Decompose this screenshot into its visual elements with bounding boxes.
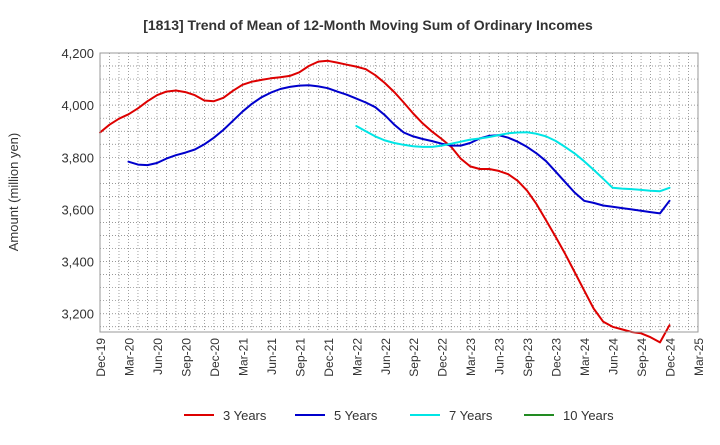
x-tick-label: Jun-21	[265, 338, 279, 375]
legend-label-7-years: 7 Years	[449, 408, 493, 423]
y-tick-label: 3,800	[61, 150, 94, 165]
y-tick-label: 4,000	[61, 98, 94, 113]
x-tick-label: Sep-24	[635, 338, 649, 377]
x-tick-label: Jun-24	[607, 338, 621, 375]
x-tick-label: Dec-21	[322, 338, 336, 377]
legend-label-10-years: 10 Years	[563, 408, 614, 423]
x-tick-label: Sep-20	[179, 338, 193, 377]
x-tick-label: Dec-23	[550, 338, 564, 377]
x-tick-label: Mar-25	[692, 338, 706, 376]
x-tick-label: Mar-20	[122, 338, 136, 376]
x-tick-label: Mar-24	[578, 338, 592, 376]
x-axis: Dec-19 Mar-20 Jun-20 Sep-20 Dec-20 Mar-21 Jun-…	[94, 338, 706, 377]
x-tick-label: Sep-22	[407, 338, 421, 377]
plot-frame	[99, 52, 699, 333]
x-tick-label: Mar-21	[236, 338, 250, 376]
x-tick-label: Mar-22	[350, 338, 364, 376]
plot-area	[100, 53, 698, 332]
grid	[100, 53, 698, 332]
series-group	[99, 59, 671, 344]
x-tick-label: Dec-24	[664, 338, 678, 377]
y-tick-label: 3,200	[61, 307, 94, 322]
x-tick-label: Jun-20	[151, 338, 165, 375]
x-tick-label: Dec-19	[94, 338, 108, 377]
series-line-7-years	[355, 125, 671, 193]
x-tick-label: Jun-23	[493, 338, 507, 375]
chart-title: [1813] Trend of Mean of 12-Month Moving …	[143, 17, 593, 33]
legend-label-3-years: 3 Years	[223, 408, 267, 423]
x-tick-label: Sep-23	[521, 338, 535, 377]
x-tick-label: Jun-22	[379, 338, 393, 375]
y-axis-label: Amount (million yen)	[6, 133, 21, 252]
x-tick-label: Dec-20	[208, 338, 222, 377]
legend-label-5-years: 5 Years	[334, 408, 378, 423]
y-tick-label: 4,200	[61, 46, 94, 61]
series-line-5-years	[127, 84, 671, 215]
y-tick-label: 3,400	[61, 255, 94, 270]
y-tick-label: 3,600	[61, 202, 94, 217]
x-tick-label: Dec-22	[436, 338, 450, 377]
y-axis: 3,200 3,400 3,600 3,800 4,000 4,200	[61, 46, 94, 322]
series-line-3-years	[99, 59, 671, 344]
x-tick-label: Mar-23	[464, 338, 478, 376]
x-tick-label: Sep-21	[293, 338, 307, 377]
legend: 3 Years 5 Years 7 Years 10 Years	[184, 408, 614, 423]
